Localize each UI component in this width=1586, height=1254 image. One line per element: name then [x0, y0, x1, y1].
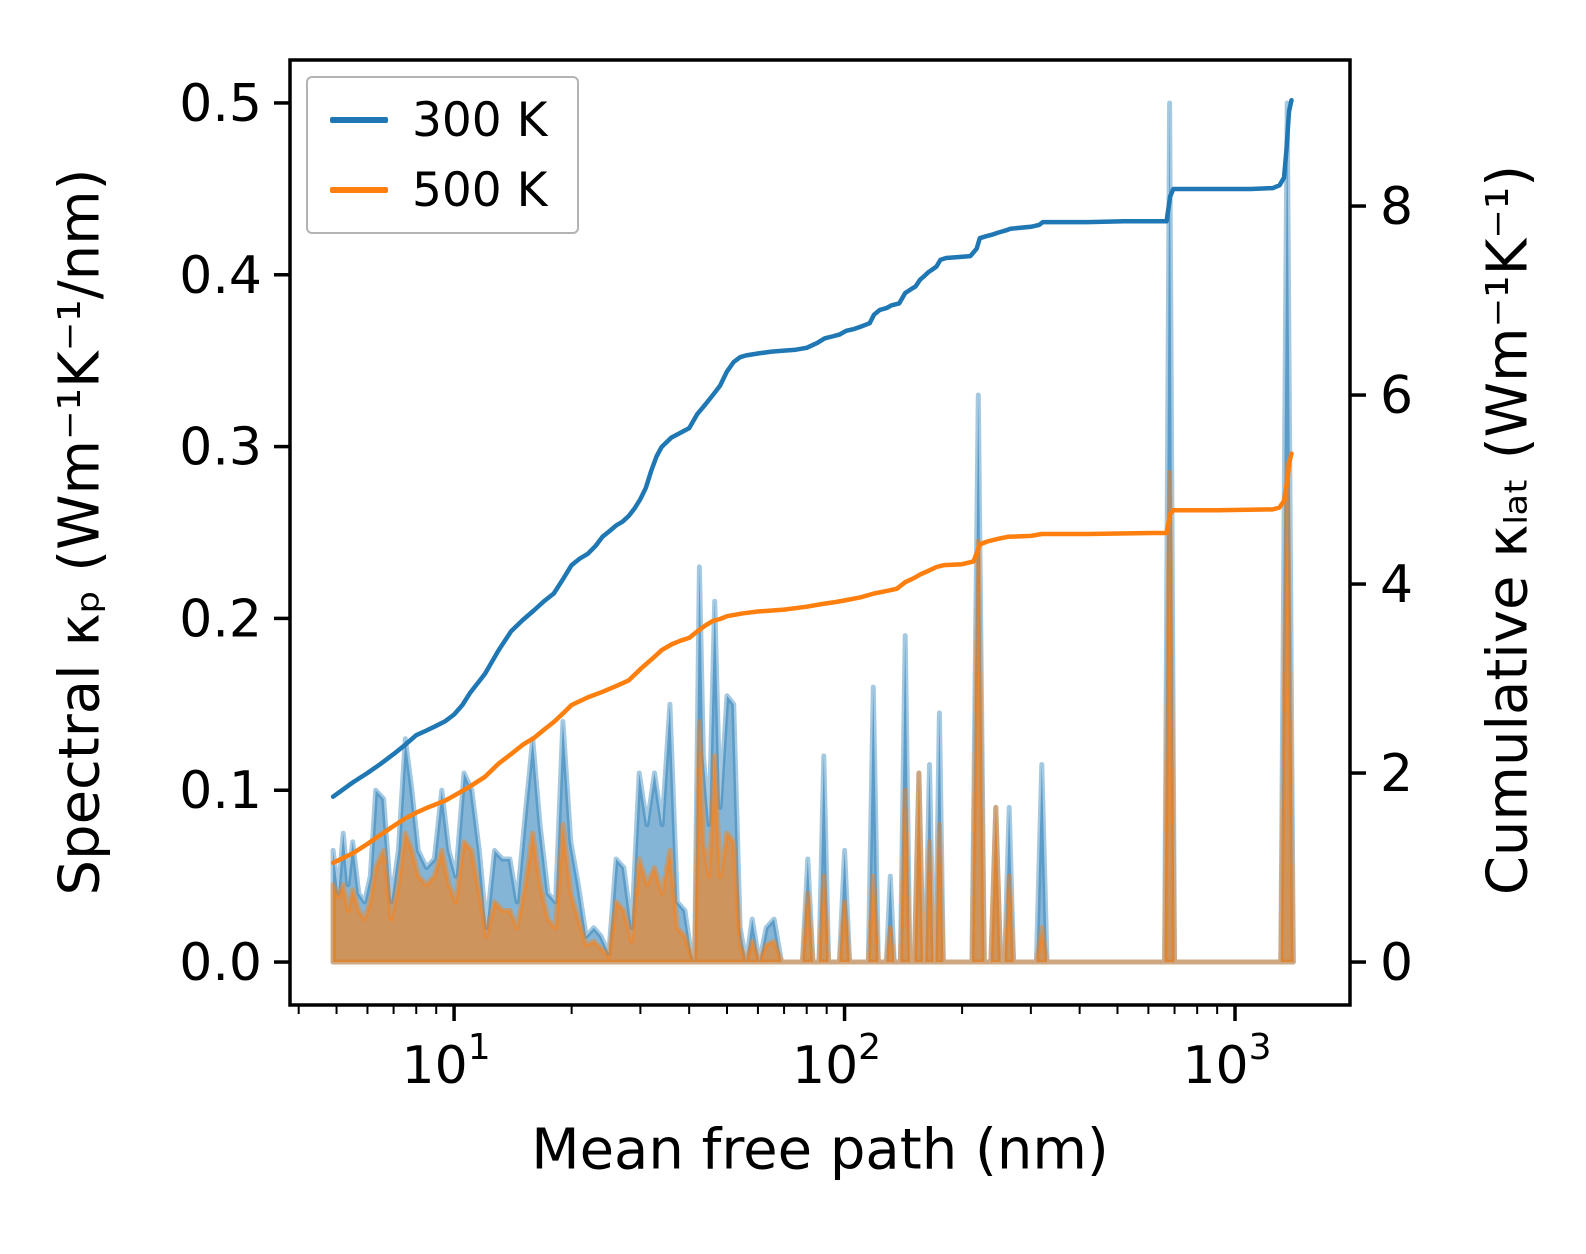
- spectral-300k-area: [330, 100, 1296, 965]
- plot-series-group: [330, 97, 1296, 965]
- y-right-tick-label: 2: [1380, 744, 1413, 804]
- legend-label-500k: 500 K: [412, 162, 548, 218]
- legend-line-300k-icon: [330, 117, 388, 123]
- legend-entry-300k: 300 K: [330, 88, 547, 152]
- plot-frame: [288, 58, 1352, 1007]
- x-tick-label: 102: [792, 1027, 881, 1096]
- y-right-tick-label: 8: [1380, 177, 1413, 237]
- legend-line-500k-icon: [330, 187, 388, 193]
- cumulative-300k-line: [330, 97, 1294, 799]
- y-left-tick-label: 0.0: [179, 933, 262, 993]
- y-right-tick-label: 0: [1380, 933, 1413, 993]
- y-left-tick-label: 0.4: [179, 246, 262, 306]
- legend-entry-500k: 500 K: [330, 158, 547, 222]
- y-left-tick-label: 0.5: [179, 74, 262, 134]
- legend: 300 K 500 K: [306, 76, 580, 234]
- y-axis-label-right: Cumulative κₗₐₜ (Wm⁻¹K⁻¹): [1475, 164, 1541, 896]
- spectral-500k-area: [330, 461, 1296, 965]
- y-left-tick-label: 0.1: [179, 761, 262, 821]
- legend-label-300k: 300 K: [412, 92, 548, 148]
- x-tick-label: 101: [402, 1027, 491, 1096]
- x-axis-label: Mean free path (nm): [531, 1117, 1109, 1183]
- y-right-tick-label: 4: [1380, 555, 1413, 615]
- y-left-tick-label: 0.2: [179, 589, 262, 649]
- y-axis-label-left: Spectral κₚ (Wm⁻¹K⁻¹/nm): [47, 168, 113, 896]
- y-right-tick-label: 6: [1380, 366, 1413, 426]
- y-left-tick-label: 0.3: [179, 418, 262, 478]
- x-tick-label: 103: [1182, 1027, 1271, 1096]
- cumulative-500k-line: [330, 451, 1294, 866]
